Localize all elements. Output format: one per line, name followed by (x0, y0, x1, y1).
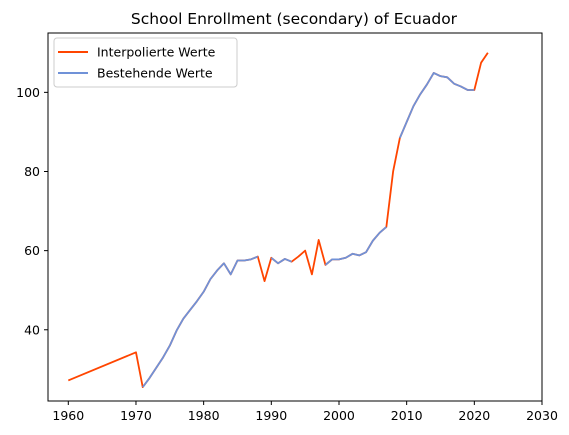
plot-frame (47, 32, 543, 402)
plot-area: 1960 1970 1980 1990 2000 2010 2020 2030 40 60 80 1… (16, 32, 558, 423)
legend-box (53, 37, 238, 88)
x-tick-label: 2020 (458, 408, 490, 423)
y-tick-label: 80 (24, 164, 40, 179)
legend-label-interpolated: Interpolierte Werte (97, 45, 216, 60)
y-tick-label: 40 (24, 322, 40, 337)
series-line-interpolated (67, 52, 489, 389)
y-tick-label: 100 (16, 85, 40, 100)
x-tick-label: 2000 (323, 408, 355, 423)
x-tick-label: 1960 (52, 408, 84, 423)
chart-title: School Enrollment (secondary) of Ecuador (131, 10, 458, 28)
x-tick-label: 2010 (391, 408, 423, 423)
y-tick-label: 60 (24, 243, 40, 258)
x-tick-label: 1970 (120, 408, 152, 423)
legend: Interpolierte Werte Bestehende Werte (53, 37, 238, 88)
x-tick-label: 2030 (526, 408, 558, 423)
x-axis-ticks: 1960 1970 1980 1990 2000 2010 2020 2030 (52, 401, 558, 423)
series-line-existing (142, 72, 475, 388)
series-layer (67, 52, 489, 389)
y-axis-ticks: 40 60 80 100 (16, 85, 48, 337)
x-tick-label: 1990 (255, 408, 287, 423)
x-tick-label: 1980 (188, 408, 220, 423)
legend-label-existing: Bestehende Werte (97, 66, 213, 81)
